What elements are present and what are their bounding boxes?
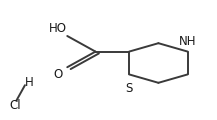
Text: Cl: Cl: [10, 99, 21, 112]
Text: HO: HO: [49, 22, 66, 35]
Text: H: H: [25, 76, 34, 89]
Text: S: S: [125, 82, 133, 95]
Text: O: O: [53, 69, 62, 81]
Text: NH: NH: [179, 35, 196, 48]
